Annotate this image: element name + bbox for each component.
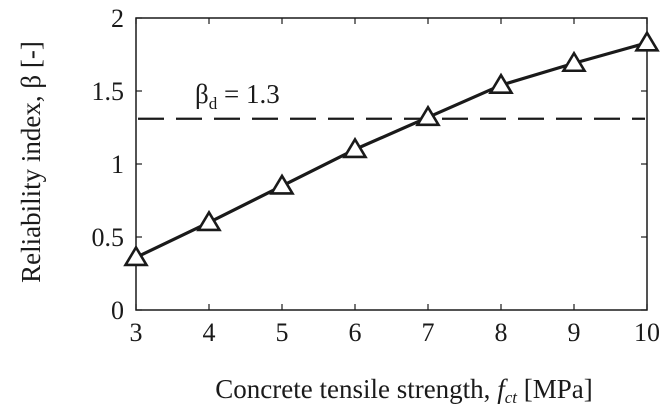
- data-point: [269, 173, 295, 195]
- ref-label-value: = 1.3: [217, 79, 279, 109]
- data-point: [342, 136, 368, 159]
- x-tick-label: 10: [634, 318, 660, 347]
- ref-label-symbol: β: [195, 79, 209, 109]
- y-tick-label: 0.5: [92, 223, 125, 252]
- x-axis-title-suffix: [MPa]: [517, 374, 593, 404]
- y-tick-label: 2: [111, 4, 124, 33]
- x-tick-label: 3: [130, 318, 143, 347]
- y-tick-label: 0: [111, 296, 124, 325]
- y-tick-label: 1: [111, 150, 124, 179]
- y-axis-title: Reliability index, β [-]: [16, 41, 46, 283]
- series-line: [135, 41, 648, 259]
- x-axis-title: Concrete tensile strength, fct [MPa]: [215, 374, 592, 407]
- x-axis-title-symbol: f: [497, 374, 508, 404]
- data-point: [123, 244, 149, 267]
- x-tick-label: 8: [495, 318, 508, 347]
- x-tick-label: 7: [422, 318, 435, 347]
- x-tick-label: 9: [568, 318, 581, 347]
- reference-line-label: βd = 1.3: [195, 79, 280, 113]
- data-point: [196, 209, 222, 232]
- ref-label-subscript: d: [209, 94, 218, 113]
- x-axis-title-prefix: Concrete tensile strength,: [215, 374, 497, 404]
- data-point: [415, 104, 441, 127]
- data-point: [488, 72, 514, 94]
- x-axis-title-subscript: ct: [505, 388, 519, 407]
- data-point: [561, 50, 587, 73]
- x-tick-label: 5: [276, 318, 289, 347]
- axis-ticks: 3 4 5 6 7 8 9 10 0 0.5 1 1.5 2: [92, 4, 661, 347]
- data-point: [634, 30, 660, 52]
- x-tick-label: 6: [349, 318, 362, 347]
- y-tick-label: 1.5: [92, 77, 125, 106]
- data-series: [123, 30, 660, 267]
- x-tick-label: 4: [203, 318, 216, 347]
